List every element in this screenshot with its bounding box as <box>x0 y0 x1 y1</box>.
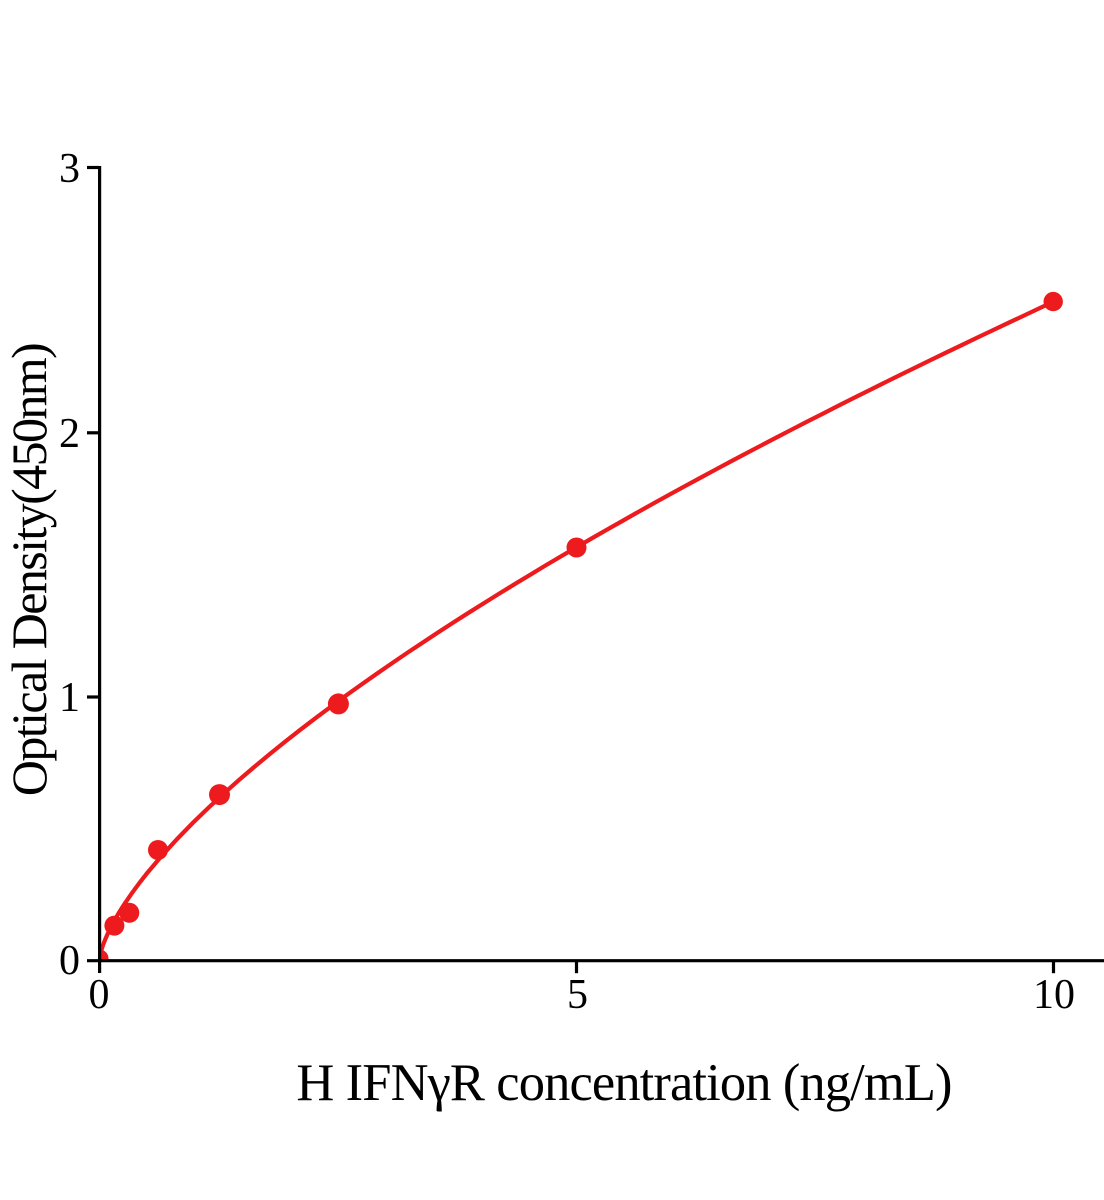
svg-text:Optical Density(450nm): Optical Density(450nm) <box>1 344 57 796</box>
svg-text:10: 10 <box>1033 972 1075 1018</box>
svg-text:1: 1 <box>59 675 80 721</box>
svg-text:0: 0 <box>89 972 110 1018</box>
svg-text:0: 0 <box>59 938 80 984</box>
svg-text:3: 3 <box>59 146 80 192</box>
svg-text:2: 2 <box>59 411 80 457</box>
svg-text:5: 5 <box>567 972 588 1018</box>
svg-text:H IFNγR concentration (ng/mL): H IFNγR concentration (ng/mL) <box>296 1054 951 1112</box>
